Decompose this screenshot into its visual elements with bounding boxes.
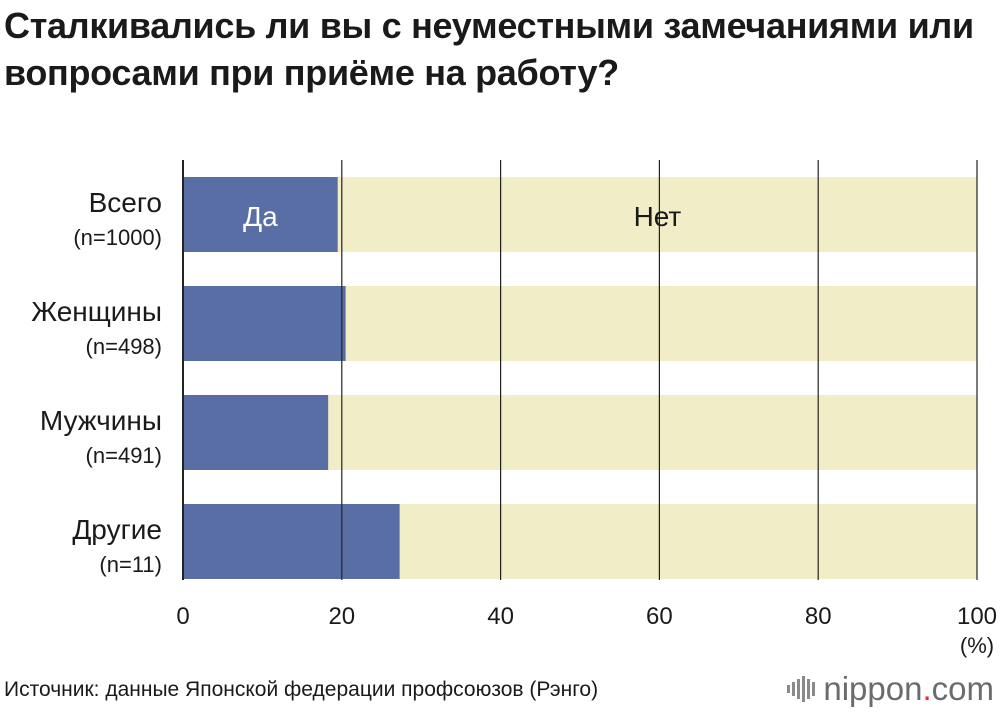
category-label: Другие: [72, 514, 162, 545]
bar-yes: [183, 395, 329, 470]
brand-suffix: com: [931, 670, 994, 707]
bar-chart: Всего (n=1000) Женщины (n=498) Мужчины (n=491…: [31, 160, 997, 658]
bar-no: [337, 177, 978, 252]
bar-yes: [183, 504, 400, 579]
source-note: Источник: данные Японской федерации проф…: [4, 678, 599, 701]
category-sample-size: (n=1000): [73, 225, 162, 250]
chart-title: Сталкивались ли вы с неуместными замечан…: [4, 5, 974, 93]
x-tick-label: 100: [957, 603, 997, 630]
brand-name: nippon: [823, 670, 923, 707]
brand-dot: .: [922, 670, 932, 707]
category-sample-size: (n=498): [86, 334, 162, 359]
bar-no: [399, 504, 978, 579]
bar-no: [345, 286, 977, 361]
category-label: Женщины: [31, 296, 162, 327]
x-tick-label: 60: [646, 603, 673, 630]
x-tick-label: 0: [176, 603, 189, 630]
category-label: Мужчины: [40, 405, 162, 436]
legend-label-yes: Да: [243, 201, 278, 232]
x-tick-label: 80: [805, 603, 832, 630]
category-sample-size: (n=11): [99, 552, 162, 577]
nippon-logo: nippon. com: [787, 670, 994, 708]
logo-bars-icon: [787, 676, 816, 702]
bar-yes: [183, 286, 346, 361]
category-sample-size: (n=491): [86, 443, 162, 468]
x-unit-label: (%): [960, 633, 994, 658]
category-label: Всего: [89, 187, 162, 218]
x-tick-label: 20: [328, 603, 355, 630]
bar-yes: [183, 177, 338, 252]
bar-no: [328, 395, 977, 470]
legend-label-no: Нет: [634, 201, 682, 232]
x-tick-label: 40: [487, 603, 514, 630]
